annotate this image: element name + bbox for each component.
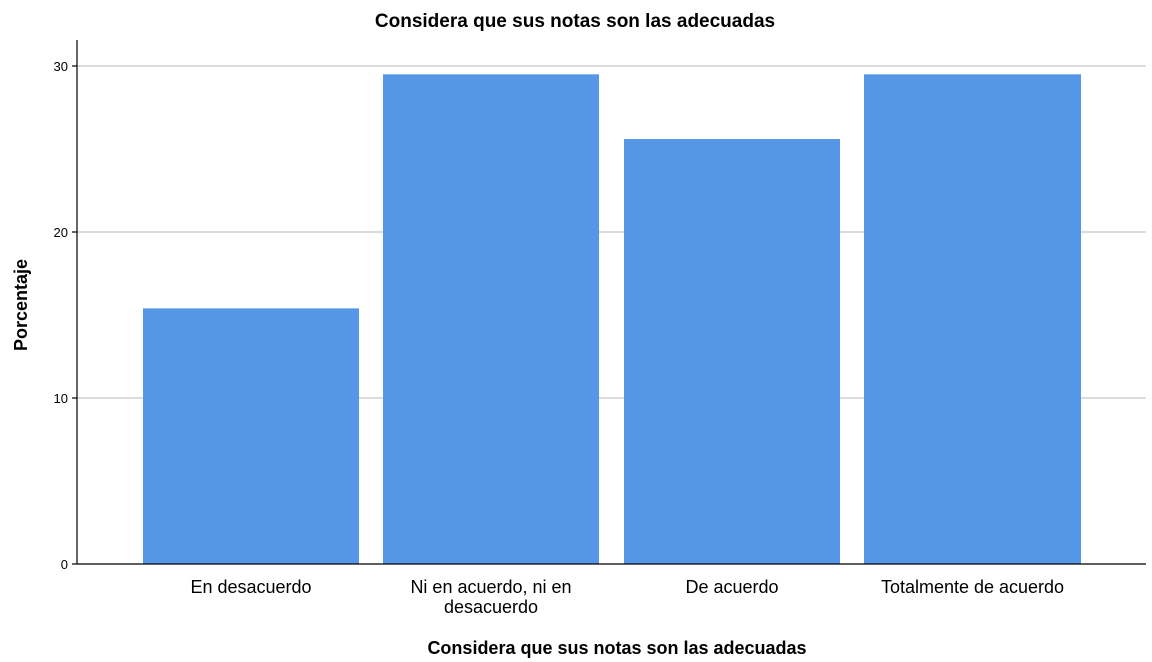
x-tick-labels: En desacuerdo Ni en acuerdo, ni en desacue… bbox=[190, 577, 1064, 617]
y-tick-label: 20 bbox=[54, 225, 68, 240]
bar bbox=[624, 139, 840, 565]
y-tick-label: 10 bbox=[54, 391, 68, 406]
x-tick-label: Totalmente de acuerdo bbox=[881, 577, 1064, 597]
y-tick-labels: 0 10 20 30 bbox=[54, 59, 77, 572]
x-tick-label: De acuerdo bbox=[685, 577, 778, 597]
x-tick-label: Ni en acuerdo, ni en desacuerdo bbox=[410, 577, 571, 617]
chart-title: Considera que sus notas son las adecuada… bbox=[375, 11, 775, 32]
bar bbox=[143, 308, 359, 564]
x-axis-label: Considera que sus notas son las adecuada… bbox=[427, 638, 806, 658]
bar bbox=[383, 74, 599, 565]
y-tick-label: 0 bbox=[61, 557, 68, 572]
bars bbox=[143, 74, 1081, 565]
axes bbox=[76, 40, 1146, 565]
y-axis-label: Porcentaje bbox=[11, 259, 31, 351]
x-tick-label: En desacuerdo bbox=[190, 577, 311, 597]
bar bbox=[864, 74, 1081, 565]
y-tick-label: 30 bbox=[54, 59, 68, 74]
